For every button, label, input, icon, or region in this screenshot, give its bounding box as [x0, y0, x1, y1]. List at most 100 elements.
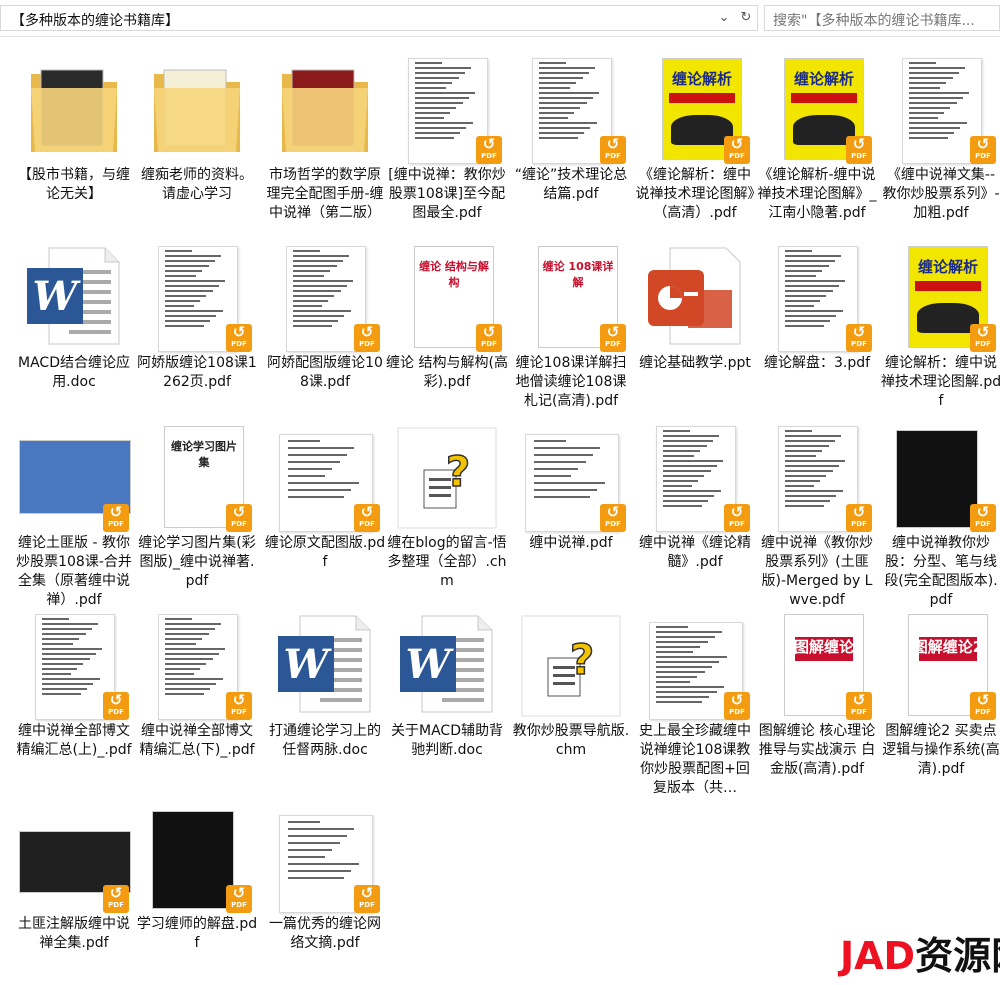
- svg-text:?: ?: [446, 447, 470, 496]
- search-input[interactable]: 搜索"【多种版本的缠论书籍库...: [773, 13, 975, 29]
- file-item[interactable]: 缠论 108课详解 PDF 缠论108课详解扫地僧读缠论108课札记(高清).pdf: [510, 232, 632, 422]
- file-item[interactable]: W MACD结合缠论应用.doc: [13, 232, 135, 422]
- text-line: [534, 482, 605, 484]
- text-line: [165, 275, 197, 277]
- text-line: [539, 62, 567, 64]
- text-line: [785, 505, 824, 507]
- file-name-label: 缠中说禅.pdf: [529, 535, 613, 551]
- watermark-text: 资源网: [915, 934, 1000, 978]
- file-item[interactable]: PDF 史上最全珍藏缠中说禅缠论108课教你炒股票配图+回复版本（共…: [634, 600, 756, 796]
- file-item[interactable]: ? 缠在blog的留言-悟多整理（全部）.chm: [386, 412, 508, 602]
- text-line: [663, 480, 699, 482]
- file-item[interactable]: PDF “缠论”技术理论总结篇.pdf: [510, 44, 632, 234]
- text-line: [293, 315, 345, 317]
- file-item[interactable]: 缠论基础教学.ppt: [634, 232, 756, 422]
- text-line: [663, 450, 701, 452]
- text-line: [534, 475, 571, 477]
- file-thumbnail: PDF: [270, 420, 380, 532]
- file-item[interactable]: PDF [缠中说禅：教你炒股票108课]至今配图最全.pdf: [386, 44, 508, 234]
- text-line: [415, 132, 461, 134]
- text-line: [539, 87, 571, 89]
- file-item[interactable]: 缠论学习图片集 PDF 缠论学习图片集(彩图版)_缠中说禅著.pdf: [136, 412, 258, 602]
- text-line: [539, 102, 587, 104]
- file-item[interactable]: 图解缠论 PDF 图解缠论 核心理论推导与实战演示 白金版(高清).pdf: [756, 600, 878, 790]
- file-item[interactable]: PDF 一篇优秀的缠论网络文摘.pdf: [264, 793, 386, 983]
- file-item[interactable]: PDF 缠中说禅《教你炒股票系列》(土匪版)-Merged by Lwve.pdf: [756, 412, 878, 608]
- chevron-down-icon[interactable]: ⌄: [718, 10, 730, 25]
- file-item[interactable]: W 关于MACD辅助背驰判断.doc: [386, 600, 508, 790]
- file-item[interactable]: PDF 阿娇配图版缠论108课.pdf: [264, 232, 386, 422]
- file-item[interactable]: PDF 《缠中说禅文集--教你炒股票系列》-加粗.pdf: [880, 44, 1000, 234]
- text-line: [663, 475, 705, 477]
- file-item[interactable]: 缠论解析 PDF 《缠论解析：缠中说禅技术理论图解》（高清）.pdf: [634, 44, 756, 234]
- file-item[interactable]: 图解缠论2 PDF 图解缠论2 买卖点逻辑与操作系统(高清).pdf: [880, 600, 1000, 790]
- file-item[interactable]: W 打通缠论学习上的任督两脉.doc: [264, 600, 386, 790]
- file-item[interactable]: PDF 缠论土匪版 - 教你炒股票108课-合并全集（原著缠中说禅）.pdf: [13, 412, 135, 608]
- file-name-label: 打通缠论学习上的任督两脉.doc: [269, 723, 381, 758]
- book-cover: [19, 440, 131, 514]
- text-line: [534, 489, 598, 491]
- file-item[interactable]: PDF 缠论解盘：3.pdf: [756, 232, 878, 422]
- text-line: [165, 678, 223, 680]
- text-line: [656, 656, 727, 658]
- text-line: [539, 67, 596, 69]
- text-line: [785, 255, 842, 257]
- text-line: [656, 646, 701, 648]
- svg-text:W: W: [284, 641, 333, 688]
- cover-title: 缠论解析: [917, 258, 978, 276]
- file-item[interactable]: PDF 缠中说禅.pdf: [510, 412, 632, 602]
- cover-title: 缠论解析: [671, 70, 732, 88]
- file-item[interactable]: PDF 缠论原文配图版.pdf: [264, 412, 386, 602]
- file-name-label: 缠痴老师的资料。请虚心学习: [141, 167, 253, 202]
- file-thumbnail: 图解缠论2 PDF: [886, 608, 996, 720]
- pdf-badge-icon: PDF: [226, 324, 252, 352]
- folder-icon: [19, 52, 129, 166]
- text-line: [785, 465, 839, 467]
- text-line: [534, 468, 579, 470]
- file-item[interactable]: PDF 缠中说禅教你炒股：分型、笔与线段(完全配图版本).pdf: [880, 412, 1000, 608]
- file-name-label: 缠中说禅教你炒股：分型、笔与线段(完全配图版本).pdf: [884, 535, 998, 608]
- text-line: [663, 445, 707, 447]
- text-line: [165, 305, 194, 307]
- text-line: [293, 260, 343, 262]
- text-line: [288, 468, 333, 470]
- file-item[interactable]: PDF 土匪注解版缠中说禅全集.pdf: [13, 793, 135, 983]
- file-item[interactable]: PDF 阿娇版缠论108课1262页.pdf: [136, 232, 258, 422]
- address-bar[interactable]: 【多种版本的缠论书籍库】 ⌄ ↻: [0, 5, 758, 31]
- file-item[interactable]: 市场哲学的数学原理完全配图手册-缠中说禅（第二版）: [264, 44, 386, 234]
- text-line: [165, 310, 223, 312]
- text-line: [785, 445, 829, 447]
- file-item[interactable]: PDF 缠中说禅《缠论精髓》.pdf: [634, 412, 756, 602]
- text-line: [539, 97, 593, 99]
- file-item[interactable]: PDF 缠中说禅全部博文精编汇总(上)_.pdf: [13, 600, 135, 790]
- file-item[interactable]: 缠痴老师的资料。请虚心学习: [136, 44, 258, 234]
- file-item[interactable]: 缠论解析 PDF 《缠论解析-缠中说禅技术理论图解》_江南小隐著.pdf: [756, 44, 878, 234]
- file-name-label: 阿娇版缠论108课1262页.pdf: [137, 355, 257, 390]
- file-thumbnail: PDF: [19, 608, 129, 720]
- text-line: [539, 132, 585, 134]
- file-item[interactable]: 【股市书籍，与缠论无关】: [13, 44, 135, 234]
- file-item[interactable]: 缠论解析 PDF 缠论解析：缠中说禅技术理论图解.pdf: [880, 232, 1000, 422]
- search-box[interactable]: 搜索"【多种版本的缠论书籍库...: [764, 5, 1000, 31]
- text-line: [909, 97, 963, 99]
- pdf-badge-icon: PDF: [846, 504, 872, 532]
- file-thumbnail: PDF: [142, 801, 252, 913]
- file-thumbnail: PDF: [19, 420, 131, 532]
- file-name-label: 缠论土匪版 - 教你炒股票108课-合并全集（原著缠中说禅）.pdf: [16, 535, 132, 608]
- text-line: [42, 663, 84, 665]
- pdf-badge-icon: PDF: [724, 504, 750, 532]
- text-line: [663, 470, 711, 472]
- pdf-badge-icon: PDF: [970, 136, 996, 164]
- file-item[interactable]: PDF 缠中说禅全部博文精编汇总(下)_.pdf: [136, 600, 258, 790]
- refresh-icon[interactable]: ↻: [740, 10, 752, 25]
- file-name-label: 土匪注解版缠中说禅全集.pdf: [18, 916, 130, 951]
- file-item[interactable]: ? 教你炒股票导航版.chm: [510, 600, 632, 790]
- text-line: [785, 325, 824, 327]
- pdf-badge-icon: PDF: [476, 324, 502, 352]
- text-line: [165, 265, 209, 267]
- file-item[interactable]: PDF 学习缠师的解盘.pdf: [136, 793, 258, 983]
- text-line: [42, 688, 88, 690]
- text-line: [539, 127, 591, 129]
- text-line: [785, 285, 839, 287]
- file-item[interactable]: 缠论 结构与解构 PDF 缠论 结构与解构(高彩).pdf: [386, 232, 508, 422]
